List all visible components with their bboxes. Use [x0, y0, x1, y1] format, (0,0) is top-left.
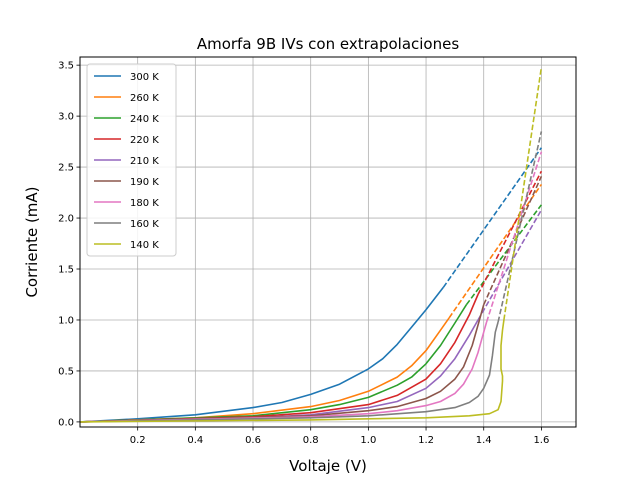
series-extrapolation-300k: [442, 147, 543, 288]
legend-label: 300 K: [130, 72, 159, 83]
x-tick-label: 1.6: [533, 435, 549, 446]
y-tick-label: 3.5: [58, 61, 74, 72]
y-axis-label: Corriente (mA): [23, 186, 41, 297]
y-tick-label: 0.5: [58, 366, 74, 377]
series-extrapolation-180k: [485, 151, 543, 323]
legend: 300 K 260 K 240 K 220 K 210 K 190 K 180 K 160 K…: [86, 63, 177, 257]
x-tick-label: 0.6: [245, 435, 261, 446]
legend-label: 180 K: [130, 198, 159, 209]
y-tick-label: 3.0: [58, 112, 74, 123]
x-axis: 0.2 0.4 0.6 0.8 1.0 1.2 1.4 1.6: [130, 427, 549, 446]
series-extrapolation-210k: [477, 209, 543, 321]
series-extrapolation-140k: [503, 67, 543, 321]
legend-label: 240 K: [130, 114, 159, 125]
grid: [80, 57, 576, 427]
chart-title: Amorfa 9B IVs con extrapolaciones: [197, 35, 459, 53]
y-axis: 0.0 0.5 1.0 1.5 2.0 2.5 3.0 3.5: [58, 61, 80, 428]
series-line-240k: [79, 304, 468, 423]
x-tick-label: 0.8: [303, 435, 319, 446]
series-line-160k: [79, 321, 499, 423]
y-tick-label: 0.0: [58, 417, 74, 428]
x-tick-label: 1.2: [418, 435, 434, 446]
legend-box: [86, 63, 177, 257]
series-line-260k: [79, 317, 450, 423]
y-tick-label: 2.5: [58, 163, 74, 174]
x-tick-label: 0.4: [187, 435, 203, 446]
series-extrapolation-190k: [482, 175, 543, 306]
series-line-190k: [79, 304, 485, 423]
legend-label: 220 K: [130, 135, 159, 146]
series-extrapolation-260k: [448, 183, 543, 319]
x-tick-label: 1.4: [476, 435, 492, 446]
series-line-140k: [79, 319, 505, 423]
series-line-300k: [79, 286, 444, 423]
legend-label: 260 K: [130, 93, 159, 104]
x-axis-label: Voltaje (V): [289, 457, 367, 475]
series-line-220k: [79, 294, 479, 423]
y-tick-label: 2.0: [58, 214, 74, 225]
series-line-180k: [79, 321, 488, 423]
legend-label: 190 K: [130, 177, 159, 188]
series-extrapolation-220k: [477, 170, 543, 295]
legend-label: 140 K: [130, 240, 159, 251]
series-extrapolation-160k: [497, 131, 543, 323]
plot-area-frame: [79, 56, 577, 428]
legend-label: 160 K: [130, 219, 159, 230]
y-tick-label: 1.5: [58, 265, 74, 276]
legend-label: 210 K: [130, 156, 159, 167]
series-layer: [79, 67, 543, 423]
x-tick-label: 1.0: [360, 435, 376, 446]
x-tick-label: 0.2: [130, 435, 146, 446]
series-extrapolation-240k: [465, 204, 543, 306]
y-tick-label: 1.0: [58, 315, 74, 326]
